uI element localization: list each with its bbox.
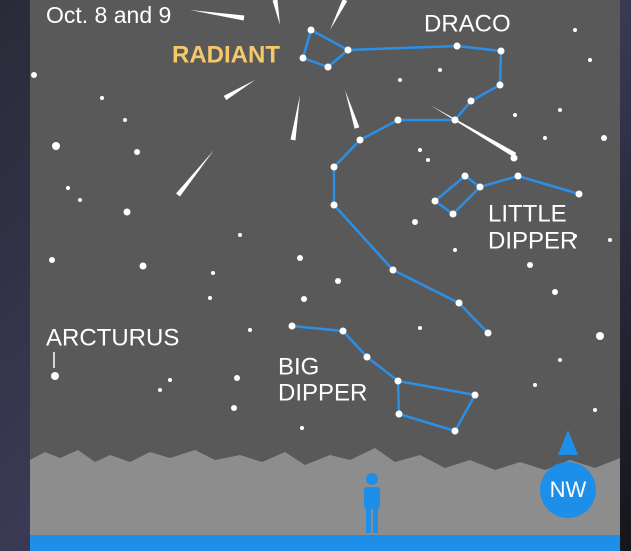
constellation-star — [450, 211, 457, 218]
star — [78, 198, 82, 202]
star — [49, 257, 55, 263]
ground — [30, 535, 620, 551]
star — [426, 158, 430, 162]
little-dipper-label: LITTLE — [488, 200, 567, 227]
star — [418, 148, 422, 152]
constellation-star — [396, 411, 403, 418]
constellation-star — [340, 328, 347, 335]
little-dipper-label: DIPPER — [488, 227, 577, 254]
star — [211, 271, 215, 275]
constellation-star — [452, 117, 459, 124]
star — [300, 426, 304, 430]
star — [418, 326, 422, 330]
star — [533, 383, 537, 387]
constellation-star — [477, 184, 484, 191]
star — [123, 118, 127, 122]
star — [297, 255, 303, 261]
constellation-star — [331, 164, 338, 171]
star — [168, 378, 172, 382]
constellation-star — [485, 330, 492, 337]
star — [335, 278, 341, 284]
star — [412, 219, 418, 225]
constellation-star — [432, 198, 439, 205]
radiant-label: RADIANT — [172, 41, 280, 68]
star — [234, 375, 240, 381]
page: {"header": {"subtitle": "Oct. 8 and 9"},… — [0, 0, 631, 551]
constellation-star — [498, 48, 505, 55]
star — [52, 142, 60, 150]
star — [238, 233, 242, 237]
constellation-star — [325, 64, 332, 71]
star — [66, 186, 70, 190]
constellation-star — [497, 82, 504, 89]
star — [588, 58, 592, 62]
constellation-star — [395, 117, 402, 124]
constellation-star — [462, 173, 469, 180]
star — [573, 28, 577, 32]
draco-label: DRACO — [424, 10, 511, 37]
star — [453, 248, 457, 252]
constellation-star — [331, 202, 338, 209]
constellation-star — [395, 378, 402, 385]
big-dipper-label: BIG — [278, 353, 319, 380]
star — [100, 96, 104, 100]
star — [158, 388, 162, 392]
constellation-star — [390, 267, 397, 274]
constellation-star — [357, 137, 364, 144]
star — [301, 296, 307, 302]
star — [593, 408, 597, 412]
star — [558, 108, 562, 112]
star — [596, 332, 604, 340]
constellation-star — [511, 155, 518, 162]
star — [527, 262, 533, 268]
constellation-star — [452, 428, 459, 435]
constellation-star — [472, 392, 479, 399]
constellation-star — [454, 43, 461, 50]
constellation-star — [364, 354, 371, 361]
star — [31, 72, 37, 78]
sky-chart: NW Oct. 8 and 9 RADIANT DRACO LITTLE DIP… — [0, 0, 631, 551]
subtitle: Oct. 8 and 9 — [46, 2, 171, 28]
arcturus-label: ARCTURUS — [46, 324, 179, 351]
star — [552, 289, 558, 295]
star — [398, 78, 402, 82]
constellation-star — [456, 300, 463, 307]
star — [51, 372, 59, 380]
star — [558, 358, 562, 362]
star — [134, 149, 140, 155]
constellation-star — [515, 173, 522, 180]
star — [513, 113, 517, 117]
constellation-star — [576, 191, 583, 198]
star — [438, 68, 442, 72]
star — [601, 135, 607, 141]
star — [543, 136, 547, 140]
star — [231, 405, 237, 411]
star — [208, 296, 212, 300]
constellation-star — [300, 55, 307, 62]
star — [248, 328, 252, 332]
constellation-star — [345, 47, 352, 54]
star — [140, 263, 147, 270]
constellation-star — [289, 323, 296, 330]
compass-label: NW — [550, 477, 587, 502]
big-dipper-label: DIPPER — [278, 379, 367, 406]
star — [608, 238, 612, 242]
constellation-star — [468, 98, 475, 105]
star — [124, 209, 131, 216]
constellation-star — [308, 27, 315, 34]
